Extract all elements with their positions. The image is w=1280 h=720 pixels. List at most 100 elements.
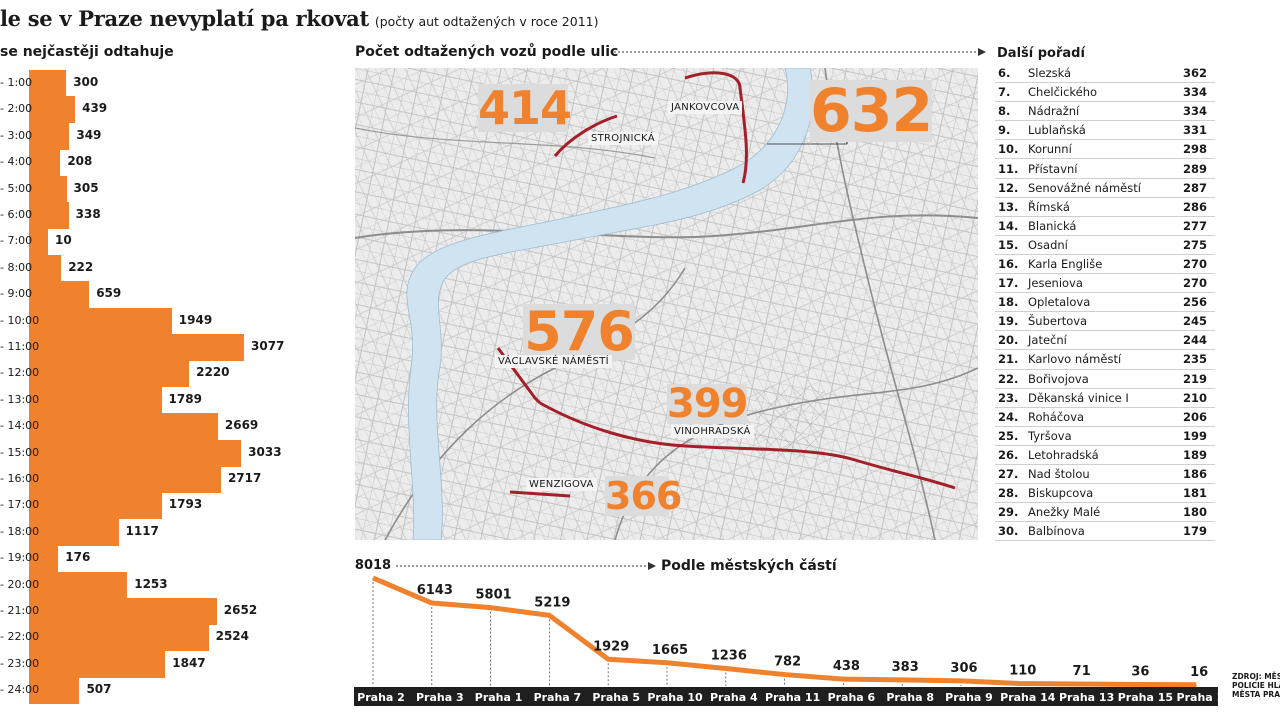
river-vltava [406, 68, 814, 540]
ranking-row: 9. Lublaňská 331 [995, 120, 1215, 141]
ranking-row: 14. Blanická 277 [995, 216, 1215, 236]
ranking-count: 270 [1173, 273, 1215, 294]
hour-label: - 8:00 [0, 260, 33, 274]
ranking-street: Nádražní [1028, 101, 1174, 122]
ranking-row: 13. Římská 286 [995, 197, 1215, 217]
hour-bar [29, 202, 69, 229]
hour-label: - 4:00 [0, 155, 33, 169]
ranking-street: Roháčova [1028, 407, 1174, 427]
ranking-street: Opletalova [1028, 292, 1174, 313]
ranking-position: 17. [995, 273, 1028, 294]
hour-label: - 3:00 [0, 128, 33, 142]
ranking-position: 7. [995, 82, 1028, 103]
ranking-count: 219 [1173, 369, 1215, 389]
ranking-count: 189 [1173, 445, 1215, 465]
ranking-count: 275 [1173, 235, 1215, 255]
hour-bar [29, 70, 67, 97]
hour-value: 222 [68, 259, 94, 274]
district-value-label: 306 [950, 661, 977, 676]
hour-value: 3033 [248, 444, 282, 459]
ranking-row: 19. Šubertova 245 [995, 311, 1215, 332]
hour-value: 1793 [168, 497, 203, 512]
ranking-row: 7. Chelčického 334 [995, 82, 1215, 103]
ranking-street: Děkanská vinice I [1028, 388, 1174, 408]
hours-chart-heading: se nejčastěji odtahuje [0, 44, 174, 60]
ranking-row: 17. Jeseniova 270 [995, 273, 1215, 294]
page-title: le se v Praze nevyplatí pa rkovat (počty … [0, 6, 599, 31]
hour-bar [29, 439, 242, 467]
ranking-count: 362 [1173, 64, 1215, 84]
hour-value: 2669 [224, 418, 259, 433]
map-value-vinohradska: 399 [667, 381, 749, 427]
hour-value: 338 [75, 207, 101, 221]
hour-bar [29, 677, 80, 705]
hour-bar [29, 492, 162, 520]
hour-value: 1253 [134, 576, 168, 591]
hour-label: - 22:00 [0, 630, 40, 644]
ranking-row: 23. Děkanská vinice I 210 [995, 388, 1215, 408]
ranking-position: 12. [995, 178, 1028, 198]
hour-label: - 1:00 [0, 76, 33, 89]
ranking-count: 245 [1173, 311, 1215, 332]
hour-label: - 18:00 [0, 524, 40, 538]
ranking-count: 186 [1173, 464, 1215, 485]
ranking-row: 12. Senovážné náměstí 287 [995, 178, 1215, 198]
ranking-position: 14. [995, 216, 1028, 236]
ranking-row: 11. Přístavní 289 [995, 158, 1215, 179]
district-value-label: 71 [1073, 664, 1091, 679]
hour-bar [29, 254, 62, 282]
ranking-position: 24. [995, 407, 1028, 427]
district-axis-strip [354, 687, 1218, 706]
hour-label: - 13:00 [0, 392, 40, 406]
ranking-count: 181 [1173, 483, 1215, 504]
district-series-line [372, 575, 1197, 688]
prague-street-map: 414 STROJNICKÁ 632 JANKOVCOVA 576 VÁCLAV… [355, 68, 978, 540]
ranking-position: 28. [995, 483, 1028, 504]
ranking-position: 9. [995, 120, 1028, 141]
ranking-position: 6. [995, 64, 1028, 84]
hour-value: 659 [96, 286, 122, 301]
district-value-label: 1665 [652, 643, 688, 658]
ranking-street: Karla Engliše [1028, 254, 1174, 275]
ranking-position: 18. [995, 292, 1028, 313]
district-category-label: Praha 8 [886, 691, 934, 704]
hour-bar [29, 149, 61, 177]
ranking-row: 21. Karlovo náměstí 235 [995, 349, 1215, 370]
ranking-position: 15. [995, 235, 1028, 255]
hour-bar [29, 228, 48, 256]
hour-label: - 15:00 [0, 445, 40, 459]
hour-value: 2717 [227, 471, 262, 485]
hour-bar [29, 571, 128, 599]
district-category-label: Praha 5 [592, 691, 640, 704]
map-heading-text: Počet odtažených vozů podle ulic [355, 44, 619, 60]
title-text: le se v Praze nevyplatí pa rkovat [0, 6, 369, 31]
hour-bar [29, 281, 90, 309]
hour-label: - 12:00 [0, 366, 40, 380]
ranking-row: 20. Jateční 244 [995, 330, 1215, 351]
source-line-1: ZDROJ: MĚST [1232, 672, 1280, 681]
district-category-label: Praha 4 [710, 691, 758, 704]
ranking-row: 27. Nad štolou 186 [995, 464, 1215, 485]
ranking-count: 179 [1173, 521, 1215, 542]
ranking-street: Šubertova [1028, 311, 1174, 332]
hour-label: - 20:00 [0, 577, 40, 591]
hour-bar [29, 598, 217, 625]
hour-value: 176 [65, 550, 91, 565]
hour-bar [29, 518, 119, 546]
hour-value: 2220 [196, 365, 230, 380]
district-category-label: Praha 15 [1118, 691, 1173, 704]
rankings-heading: Další pořadí [997, 46, 1085, 61]
ranking-street: Korunní [1028, 139, 1174, 160]
ranking-street: Blanická [1028, 216, 1174, 236]
hourly-bar-chart: - 1:00 300 - 2:00 439 - 3:00 349 - 4:00 208 - 5:… [0, 0, 330, 720]
ranking-row: 30. Balbínova 179 [995, 521, 1215, 542]
map-street-vinohradska: VINOHRADSKÁ [671, 425, 754, 438]
ranking-position: 22. [995, 369, 1028, 389]
hour-value: 300 [73, 75, 99, 89]
hour-value: 2524 [215, 629, 249, 644]
map-value-wenzigova: 366 [605, 474, 682, 518]
hour-value: 10 [55, 233, 72, 248]
district-category-label: Praha 1 [475, 691, 523, 704]
street-vinohradska [539, 401, 956, 490]
district-value-label: 16 [1190, 665, 1208, 680]
